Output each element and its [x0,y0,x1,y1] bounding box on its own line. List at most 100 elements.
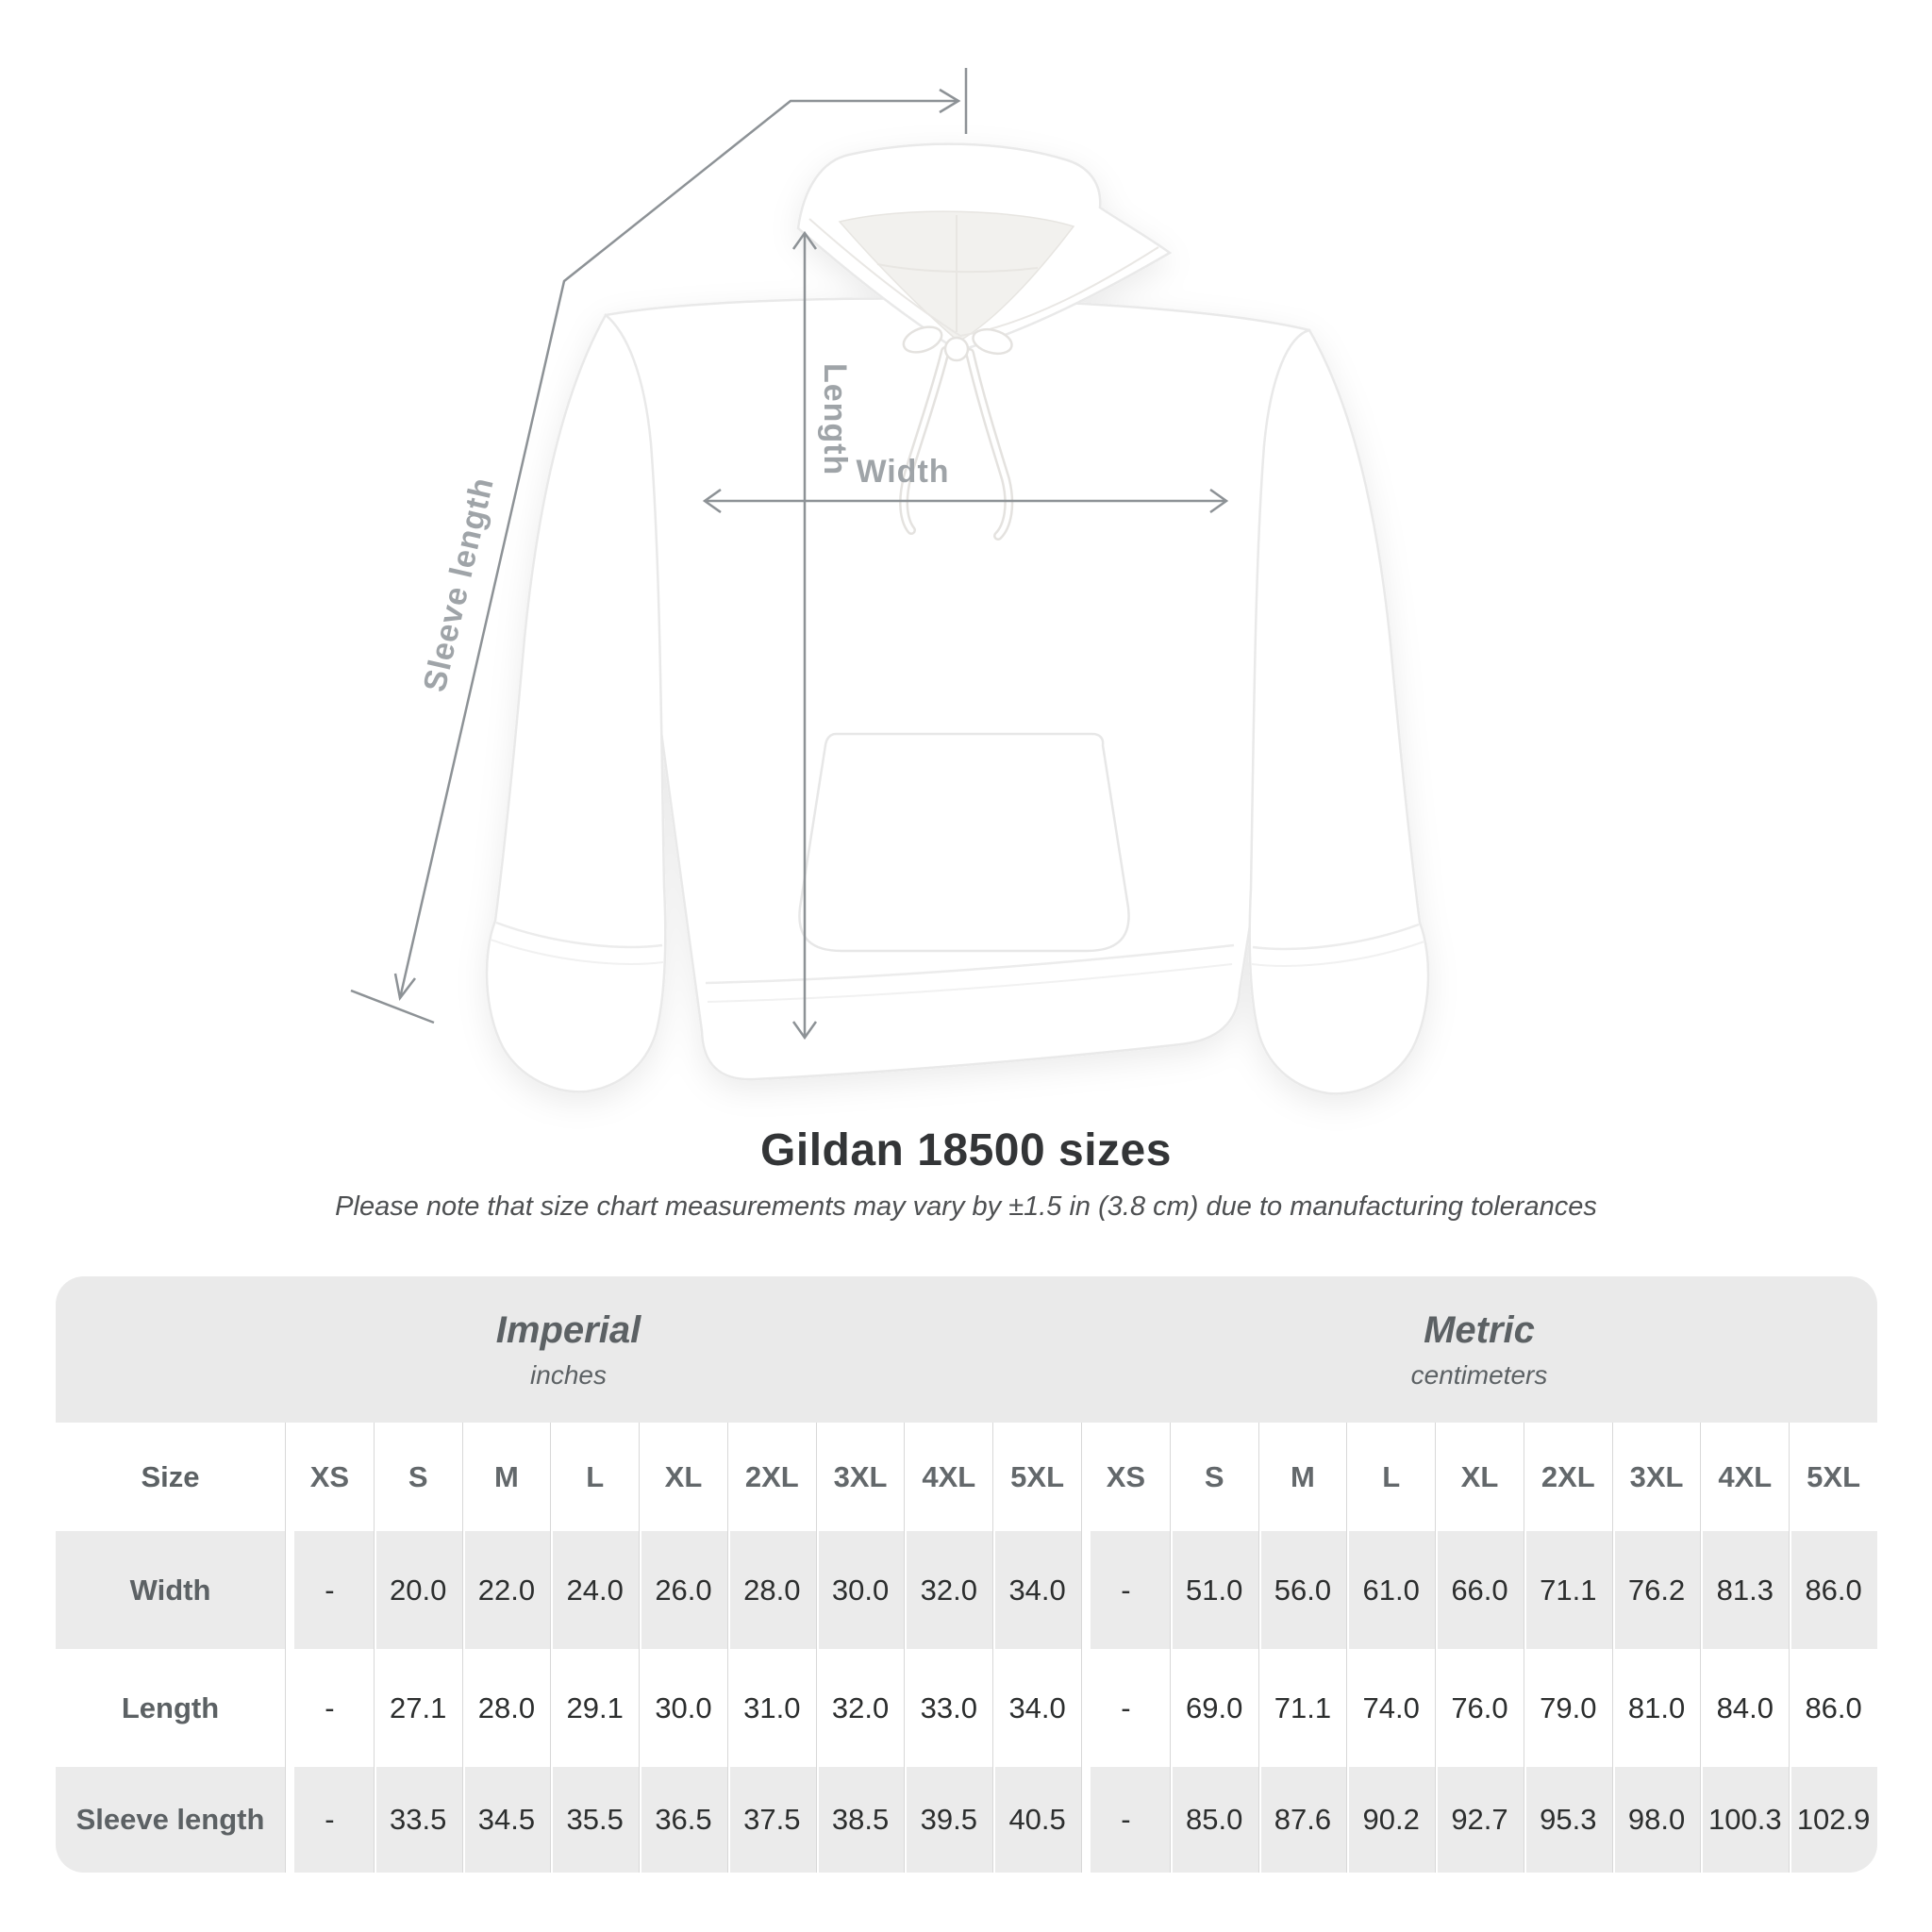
table-cell: - [285,1649,374,1767]
size-header: 3XL [815,1423,905,1531]
table-cell: 98.0 [1611,1767,1701,1873]
table-cell: 56.0 [1257,1531,1347,1649]
imperial-group-header: Imperial inches [56,1276,1081,1423]
table-cell: 28.0 [461,1649,551,1767]
imperial-label: Imperial [495,1308,641,1351]
size-header: 2XL [1523,1423,1612,1531]
table-cell: 34.0 [992,1531,1081,1649]
table-cell: 100.3 [1700,1767,1789,1873]
title-block: Gildan 18500 sizes Please note that size… [0,1124,1932,1223]
size-header: 3XL [1611,1423,1701,1531]
metric-group-header: Metric centimeters [1081,1276,1877,1423]
table-cell: - [1081,1649,1170,1767]
hood-cross-seam [876,263,1039,274]
table-cell: 30.0 [639,1649,727,1767]
left-cuff-line [495,921,663,949]
length-label: Length [817,363,853,475]
measurement-annotations [350,68,1229,1041]
size-chart-table: Imperial inches Metric centimeters Size … [56,1276,1877,1873]
table-cell: 37.5 [726,1767,816,1873]
table-cell: 85.0 [1169,1767,1258,1873]
table-cell: 29.1 [550,1649,639,1767]
table-cell: 32.0 [904,1531,992,1649]
hem-band-line-2 [707,963,1233,1003]
hoodie-torso [604,297,1311,1081]
sleeve-length-arrow-right [939,88,961,114]
table-cell: 30.0 [815,1531,905,1649]
table-cell: 31.0 [726,1649,816,1767]
table-row-sleeve-length: Sleeve length - 33.5 34.5 35.5 36.5 37.5… [56,1767,1877,1873]
table-cell: 86.0 [1789,1649,1877,1767]
table-cell: 92.7 [1435,1767,1524,1873]
table-cell: 87.6 [1257,1767,1347,1873]
row-label: Length [121,1690,220,1724]
table-cell: 69.0 [1169,1649,1258,1767]
page-title: Gildan 18500 sizes [760,1125,1172,1175]
table-cell: 32.0 [815,1649,905,1767]
size-header: 5XL [1789,1423,1877,1531]
width-line [702,488,1229,514]
size-header: L [1346,1423,1435,1531]
table-cell: 27.1 [373,1649,462,1767]
table-cell: 71.1 [1257,1649,1347,1767]
page-subtitle: Please note that size chart measurements… [335,1191,1597,1222]
table-cell: 24.0 [550,1531,639,1649]
length-line [791,230,818,1041]
width-arrow-right [1209,488,1229,514]
right-sleeve [1248,328,1430,1095]
table-row-width: Width - 20.0 22.0 24.0 26.0 28.0 30.0 32… [56,1531,1877,1649]
table-cell: 20.0 [373,1531,462,1649]
table-cell: 40.5 [992,1767,1081,1873]
metric-unit: centimeters [1410,1359,1548,1390]
table-cell: 33.5 [373,1767,462,1873]
unit-group-header-row: Imperial inches Metric centimeters [56,1276,1877,1423]
table-cell: 34.5 [461,1767,551,1873]
hoodie-diagram-svg: Width Length Sleeve length [350,68,1430,1095]
left-sleeve [485,313,667,1093]
size-header: M [1257,1423,1347,1531]
size-header: S [1169,1423,1258,1531]
size-header: 4XL [904,1423,992,1531]
table-cell: - [285,1531,374,1649]
size-header: 4XL [1700,1423,1789,1531]
size-header-row: Size XS S M L XL 2XL 3XL 4XL 5XL XS S M … [56,1423,1877,1531]
right-cuff-line-2 [1251,941,1425,967]
table-cell: 81.3 [1700,1531,1789,1649]
table-cell: 51.0 [1169,1531,1258,1649]
table-cell: 95.3 [1523,1767,1612,1873]
imperial-unit: inches [530,1359,607,1390]
table-cell: 86.0 [1789,1531,1877,1649]
table-cell: 102.9 [1789,1767,1877,1873]
size-header: XS [1081,1423,1170,1531]
size-header: S [373,1423,462,1531]
sleeve-length-arrow-bottom [393,973,416,1001]
table-cell: 22.0 [461,1531,551,1649]
table-cell: 26.0 [639,1531,727,1649]
table-cell: 71.1 [1523,1531,1612,1649]
table-cell: - [1081,1531,1170,1649]
size-header: XS [285,1423,374,1531]
table-cell: - [1081,1767,1170,1873]
table-cell: 76.0 [1435,1649,1524,1767]
size-header: XL [1435,1423,1524,1531]
table-cell: 33.0 [904,1649,992,1767]
hoodie-measurement-diagram: Width Length Sleeve length [350,68,1430,1095]
size-corner-cell: Size [141,1459,200,1493]
length-arrow-down [791,1021,818,1041]
table-cell: 81.0 [1611,1649,1701,1767]
table-cell: 39.5 [904,1767,992,1873]
width-arrow-left [702,488,722,514]
sleeve-length-label: Sleeve length [417,474,501,695]
kangaroo-pocket [798,732,1130,953]
row-label: Sleeve length [75,1803,265,1836]
size-header: L [550,1423,639,1531]
length-arrow-up [791,230,818,250]
table-cell: 61.0 [1346,1531,1435,1649]
table-cell: 38.5 [815,1767,905,1873]
table-cell: 76.2 [1611,1531,1701,1649]
hood-rim-left [808,218,961,337]
sleeve-length-line [350,68,968,1024]
table-cell: 36.5 [639,1767,727,1873]
table-cell: 84.0 [1700,1649,1789,1767]
size-header: XL [639,1423,727,1531]
